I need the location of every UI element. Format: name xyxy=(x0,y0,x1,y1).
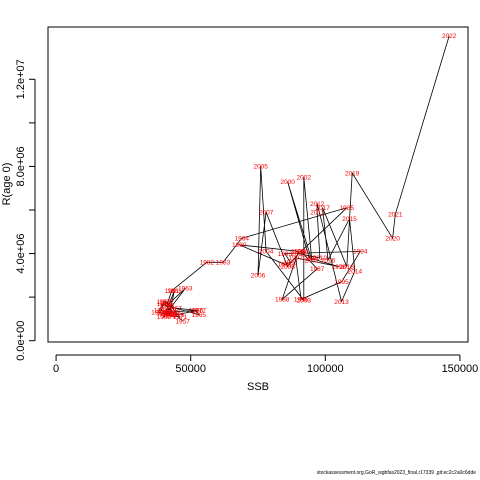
point-label: 2008 xyxy=(280,264,295,271)
point-label: 1997 xyxy=(288,255,303,262)
x-tick-label: 150000 xyxy=(442,363,479,375)
point-label: 2021 xyxy=(388,212,403,219)
y-tick-label: 1.2e+07 xyxy=(15,59,27,99)
point-label: 2019 xyxy=(345,170,360,177)
point-label: 2015 xyxy=(342,216,357,223)
point-label: 1986 xyxy=(294,249,309,256)
point-label: 2022 xyxy=(442,33,457,40)
y-tick-label: 0.0e+00 xyxy=(15,321,27,361)
point-label: 2020 xyxy=(385,236,400,243)
point-label: 1971 xyxy=(173,314,188,321)
x-axis-title: SSB xyxy=(247,381,269,393)
x-tick-label: 100000 xyxy=(307,363,344,375)
point-label: 1985 xyxy=(340,205,355,212)
point-label: 1972 xyxy=(159,299,174,306)
point-label: 1975 xyxy=(165,310,180,317)
point-label: 2003 xyxy=(297,298,312,305)
point-label: 1987 xyxy=(310,266,325,273)
point-label: 1964 xyxy=(159,303,174,310)
point-label: 2017 xyxy=(315,205,330,212)
point-label: 1982 xyxy=(200,260,215,267)
point-label: 1993 xyxy=(278,251,293,258)
point-label: 1969 xyxy=(151,310,166,317)
point-label: 2014 xyxy=(348,268,363,275)
point-label: 1963 xyxy=(178,286,193,293)
plot-frame xyxy=(47,26,469,343)
point-label: 1979 xyxy=(162,308,177,315)
x-tick-label: 50000 xyxy=(175,363,206,375)
series-line xyxy=(157,35,450,322)
point-label: 1998 xyxy=(332,264,347,271)
point-label: 1984 xyxy=(235,236,250,243)
footer-credit: stockassessment.org,GoR_wgbfas2023_final… xyxy=(317,470,476,476)
point-label: 1978 xyxy=(157,310,172,317)
point-label: 2013 xyxy=(334,299,349,306)
y-axis: 0.0e+00 4.0e+06 8.0e+06 1.2e+07 xyxy=(15,59,36,361)
point-label: 1965 xyxy=(192,312,207,319)
point-label: 2018 xyxy=(340,264,355,271)
point-label: 1970 xyxy=(162,313,177,320)
point-label: 1973 xyxy=(162,311,177,318)
point-label: 1994 xyxy=(353,249,368,256)
point-label: 1968 xyxy=(157,299,172,306)
point-label: 2000 xyxy=(280,179,295,186)
point-label: 1992 xyxy=(283,260,298,267)
point-label: 1977 xyxy=(192,308,207,315)
point-label: 1961 xyxy=(167,288,182,295)
point-label: 1995 xyxy=(334,279,349,286)
point-label: 2007 xyxy=(259,210,274,217)
point-label: 1960 xyxy=(162,312,177,319)
point-label: 1974 xyxy=(159,311,174,318)
point-label: 1959 xyxy=(154,308,169,315)
point-label: 1988 xyxy=(275,297,290,304)
point-label: 1967 xyxy=(167,305,182,312)
point-label: 2006 xyxy=(251,273,266,280)
point-label: 1980 xyxy=(159,303,174,310)
point-label: 1999 xyxy=(302,255,317,262)
point-label: 1989 xyxy=(291,249,306,256)
y-tick-label: 4.0e+06 xyxy=(15,234,27,274)
x-axis: 0 50000 100000 150000 xyxy=(53,354,479,375)
point-label: 1996 xyxy=(294,297,309,304)
point-label: 1991 xyxy=(278,262,293,269)
point-label: 2011 xyxy=(310,210,324,217)
point-label: 1976 xyxy=(170,312,185,319)
point-label: 1983 xyxy=(216,260,231,267)
point-label: 1981 xyxy=(165,288,180,295)
point-label: 2001 xyxy=(305,257,320,264)
point-label: 2010 xyxy=(313,255,328,262)
point-label: 1966 xyxy=(189,308,204,315)
point-label: 1957 xyxy=(175,318,190,325)
y-axis-title: R(age 0) xyxy=(1,163,13,206)
point-label: 2009 xyxy=(291,251,306,258)
point-label: 2005 xyxy=(253,164,268,171)
point-label: 2004 xyxy=(259,249,274,256)
point-label: 1962 xyxy=(157,314,172,321)
point-label: 2002 xyxy=(297,175,312,182)
point-label: 1990 xyxy=(232,242,247,249)
point-label: 2012 xyxy=(310,201,325,208)
point-label: 2016 xyxy=(321,257,336,264)
y-tick-label: 8.0e+06 xyxy=(15,146,27,186)
x-tick-label: 0 xyxy=(53,363,59,375)
point-label: 1958 xyxy=(157,301,172,308)
